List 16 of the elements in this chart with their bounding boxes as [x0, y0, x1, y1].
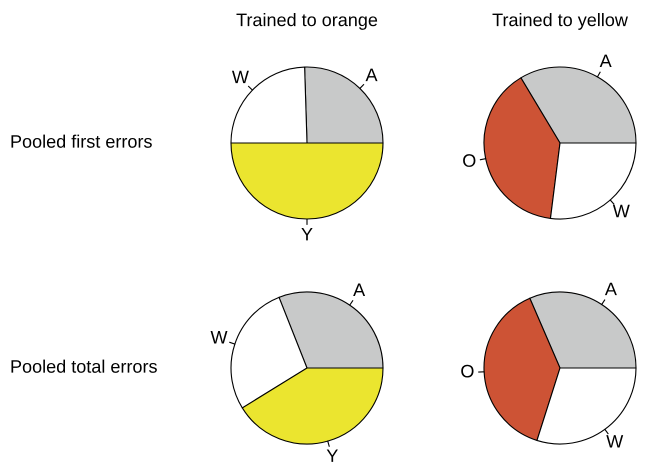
slice-label: A — [600, 54, 612, 67]
slice-label: Y — [301, 228, 313, 240]
slice-label: A — [353, 284, 366, 296]
slice-label: W — [612, 204, 630, 218]
slice-label: W — [606, 435, 624, 448]
slice-label: O — [463, 154, 476, 167]
slice-label: A — [604, 282, 617, 296]
chart-title: Trained to orange — [236, 12, 378, 30]
slice-label: A — [366, 68, 378, 82]
slice-label: W — [210, 331, 228, 344]
chart-title: Trained to yellow — [492, 12, 628, 30]
slice-label: Y — [326, 449, 338, 462]
slice-label: O — [461, 364, 474, 378]
slice-label: W — [232, 70, 249, 84]
text: Pooled first errors — [11, 134, 152, 148]
text: Pooled total errors — [11, 360, 157, 373]
